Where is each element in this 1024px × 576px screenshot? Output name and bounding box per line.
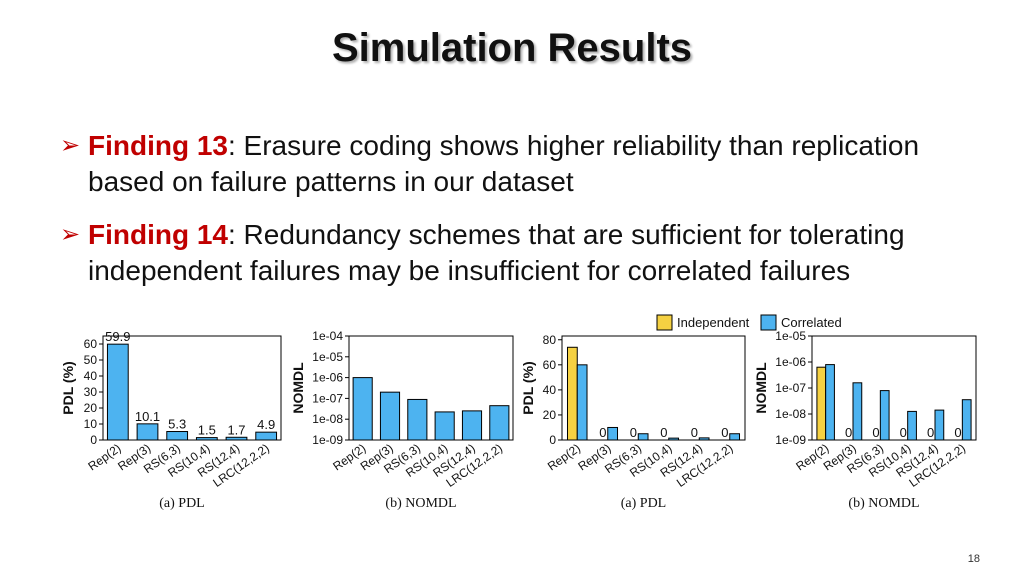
finding-14: ➢ Finding 14: Redundancy schemes that ar…	[60, 217, 990, 289]
bar-correlated	[576, 364, 588, 441]
y-tick-label: 1e-08	[312, 412, 343, 426]
chart-b-nomdl: 1e-091e-081e-071e-061e-051e-04NOMDLRep(2…	[290, 329, 514, 511]
slide-title: Simulation Results	[331, 26, 693, 70]
y-tick-label: 1e-06	[312, 371, 343, 385]
data-label: 4.9	[257, 417, 275, 432]
y-tick-label: 60	[543, 358, 557, 372]
bar-independent	[816, 366, 827, 441]
chart-legend: Independent Correlated	[656, 314, 842, 331]
plot-frame	[102, 335, 282, 441]
bar-correlated	[255, 431, 278, 441]
bar-correlated	[729, 433, 741, 441]
bar-correlated	[379, 391, 401, 441]
y-axis-label: NOMDL	[290, 362, 306, 414]
bar-correlated	[166, 431, 189, 441]
bar-correlated	[195, 437, 218, 441]
data-label: 59.9	[105, 329, 130, 344]
bar-correlated	[934, 409, 945, 441]
arrow-bullet-icon: ➢	[60, 132, 81, 159]
bar-correlated	[489, 405, 510, 441]
plot-frame	[561, 335, 746, 441]
data-label: 0	[721, 425, 728, 440]
data-label: 10.1	[135, 409, 160, 424]
bar-correlated	[637, 433, 649, 441]
y-tick-label: 1e-09	[312, 433, 343, 447]
chart-caption: (b) NOMDL	[848, 496, 919, 511]
bar-correlated	[136, 423, 159, 441]
legend-swatch-correlated	[760, 314, 777, 331]
chart-caption: (b) NOMDL	[385, 496, 456, 511]
chart-caption: (a) PDL	[621, 496, 667, 511]
bar-independent	[566, 346, 578, 441]
data-label: 0	[872, 425, 879, 440]
y-tick-label: 1e-08	[775, 407, 806, 421]
y-tick-label: 1e-06	[775, 355, 806, 369]
bar-correlated	[225, 436, 248, 441]
bar-correlated	[352, 377, 373, 441]
bar-correlated	[825, 364, 835, 441]
y-tick-label: 50	[84, 353, 98, 367]
y-tick-label: 1e-05	[775, 329, 806, 343]
arrow-bullet-icon: ➢	[60, 221, 81, 248]
y-axis-label: PDL (%)	[520, 361, 536, 414]
y-tick-label: 1e-09	[775, 433, 806, 447]
data-label: 1.7	[227, 422, 245, 437]
y-tick-label: 1e-05	[312, 350, 343, 364]
plot-frame	[811, 335, 977, 441]
bar-correlated	[407, 398, 428, 441]
bar-correlated	[698, 437, 710, 441]
finding-13-text: : Erasure coding shows higher reliabilit…	[88, 130, 920, 197]
bar-correlated	[907, 410, 917, 441]
data-label: 0	[660, 425, 667, 440]
y-tick-label: 0	[90, 433, 97, 447]
data-label: 0	[599, 425, 606, 440]
bar-correlated	[961, 399, 972, 441]
plot-frame	[348, 335, 514, 441]
data-label: 0	[691, 425, 698, 440]
data-label: 5.3	[168, 417, 186, 432]
data-label: 0	[954, 425, 961, 440]
page-number: 18	[967, 553, 980, 565]
y-tick-label: 30	[84, 385, 98, 399]
legend-swatch-independent	[656, 314, 673, 331]
y-tick-label: 20	[84, 401, 98, 415]
data-label: 0	[927, 425, 934, 440]
y-tick-label: 20	[543, 408, 557, 422]
y-tick-label: 1e-04	[312, 329, 343, 343]
finding-14-label: Finding 14	[88, 219, 228, 250]
y-axis-label: NOMDL	[753, 362, 769, 414]
bar-correlated	[879, 390, 890, 441]
y-tick-label: 80	[543, 333, 557, 347]
y-axis-label: PDL (%)	[60, 361, 76, 414]
bar-correlated	[852, 382, 863, 441]
chart-d-nomdl: 1e-091e-081e-071e-061e-05NOMDLRep(2)0Rep…	[753, 329, 977, 511]
bar-correlated	[668, 437, 680, 441]
data-label: 0	[900, 425, 907, 440]
data-label: 0	[845, 425, 852, 440]
data-label: 1.5	[198, 423, 216, 438]
legend-label-correlated: Correlated	[781, 315, 842, 330]
bar-correlated	[434, 411, 455, 441]
y-tick-label: 0	[549, 433, 556, 447]
finding-13-label: Finding 13	[88, 130, 228, 161]
bar-correlated	[106, 343, 129, 441]
data-label: 0	[630, 425, 637, 440]
finding-14-text: : Redundancy schemes that are sufficient…	[88, 219, 905, 286]
y-tick-label: 1e-07	[775, 381, 806, 395]
chart-caption: (a) PDL	[159, 496, 205, 511]
legend-label-independent: Independent	[677, 315, 750, 330]
finding-13: ➢ Finding 13: Erasure coding shows highe…	[60, 128, 990, 200]
y-tick-label: 40	[84, 369, 98, 383]
bar-correlated	[461, 410, 483, 441]
y-tick-label: 40	[543, 383, 557, 397]
y-tick-label: 10	[84, 417, 98, 431]
y-tick-label: 60	[84, 337, 98, 351]
bar-correlated	[607, 426, 619, 441]
y-tick-label: 1e-07	[312, 391, 343, 405]
